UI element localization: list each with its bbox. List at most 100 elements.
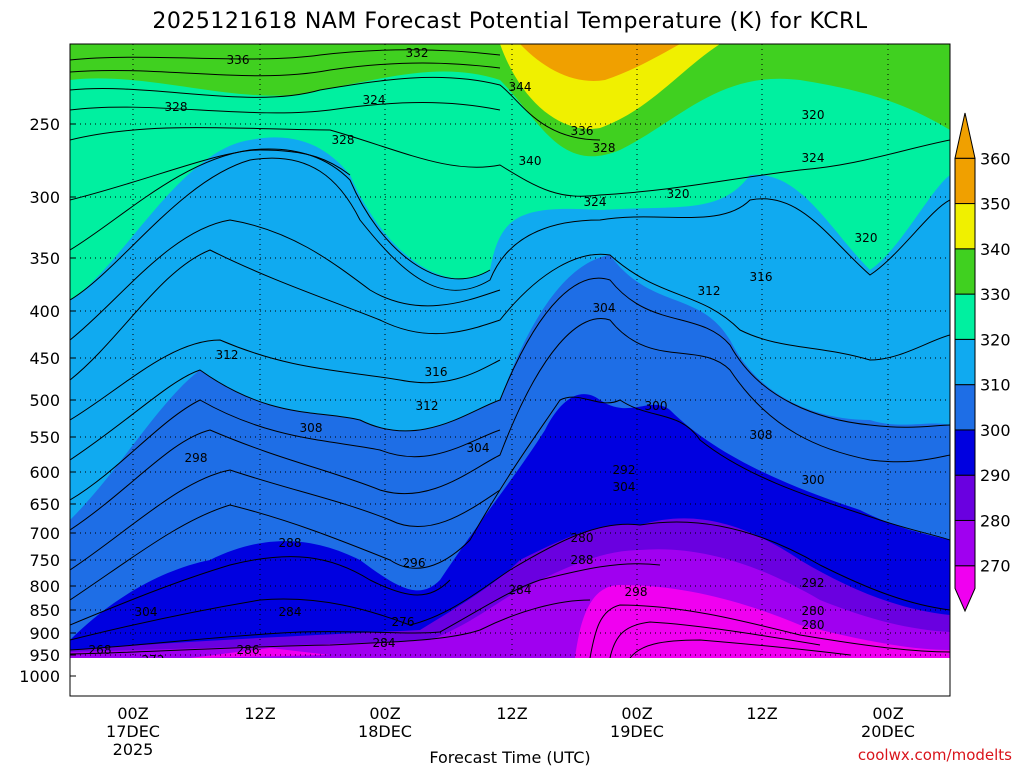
contour-label: 324 [802,151,825,165]
contour-label: 344 [509,80,532,94]
colorbar-segment [954,157,976,205]
contour-label: 272 [142,653,165,667]
colorbar-segment [954,293,976,340]
x-tick-label: 12Z [746,704,777,723]
contour-label: 292 [613,463,636,477]
colorbar-segment [954,474,976,521]
contour-label: 300 [802,473,825,487]
contour-label: 288 [571,553,594,567]
y-tick-label: 650 [29,495,60,514]
contour-label: 324 [363,93,386,107]
y-axis: 250 300 350 400 450 500 550 600 650 700 750 800 850 9… [19,115,76,686]
plot-area: 336 332 344 328 324 320 328 340 336 328 324 324 320 3… [70,44,950,696]
contour-label: 304 [467,441,490,455]
contour-label: 316 [425,365,448,379]
contour-label: 308 [750,428,773,442]
y-tick-label: 550 [29,428,60,447]
x-axis-label: Forecast Time (UTC) [429,748,590,767]
colorbar-label: 320 [980,330,1011,349]
contour-label: 336 [571,124,594,138]
contour-label: 320 [855,231,878,245]
x-tick-label: 00Z [369,704,400,723]
colorbar-label: 330 [980,285,1011,304]
plot-frame [69,43,951,697]
x-tick-label: 12Z [244,704,275,723]
contour-label: 296 [403,556,426,570]
x-tick-label: 18DEC [358,722,412,741]
colorbar-segment [954,338,976,386]
y-tick-label: 850 [29,601,60,620]
colorbar-label: 310 [980,376,1011,395]
contour-label: 280 [802,604,825,618]
y-tick-label: 350 [29,249,60,268]
x-tick-label: 20DEC [861,722,915,741]
y-tick-label: 500 [29,391,60,410]
band-360 [520,44,680,81]
colorbar-label: 360 [980,149,1011,168]
contour-label: 288 [279,536,302,550]
grid [70,44,950,658]
contour-label: 298 [185,451,208,465]
x-tick-label: 17DEC [106,722,160,741]
contour-label: 280 [571,531,594,545]
contour-label: 340 [519,154,542,168]
y-tick-label: 950 [29,646,60,665]
contour-label: 292 [802,576,825,590]
colorbar-top-arrow [954,112,976,159]
contour-label: 308 [300,421,323,435]
colorbar-label: 280 [980,511,1011,530]
credit-text[interactable]: coolwx.com/modelts [858,746,1012,764]
contour-label: 316 [750,270,773,284]
contour-label: 304 [593,301,616,315]
colorbar-label: 290 [980,466,1011,485]
y-tick-label: 1000 [19,667,60,686]
contour-labels: 336 332 344 328 324 320 328 340 336 328 324 324 320 3… [89,46,878,667]
contour-label: 312 [416,399,439,413]
y-tick-label: 450 [29,349,60,368]
contour-label: 328 [332,133,355,147]
colorbar-label: 350 [980,195,1011,214]
band-270 [190,585,950,658]
contour-label: 276 [392,615,415,629]
y-tick-label: 700 [29,524,60,543]
contour-label: 300 [645,399,668,413]
x-tick-label: 2025 [113,740,154,759]
contour-label: 298 [625,585,648,599]
colorbar-segment [954,565,976,613]
y-tick-label: 900 [29,624,60,643]
contour-label: 336 [227,53,250,67]
contour-label: 268 [89,643,112,657]
y-tick-label: 750 [29,551,60,570]
colorbar-segment [954,519,976,567]
contour-label: 328 [165,100,188,114]
x-tick-label: 19DEC [610,722,664,741]
y-tick-label: 250 [29,115,60,134]
chart-title: 2025121618 NAM Forecast Potential Temper… [152,9,867,34]
colorbar-segment [954,248,976,295]
contour-label: 280 [802,618,825,632]
y-tick-label: 400 [29,302,60,321]
y-tick-label: 600 [29,463,60,482]
colorbar-label: 300 [980,421,1011,440]
x-tick-label: 00Z [872,704,903,723]
contour-label: 284 [373,636,396,650]
colorbar-segment [954,429,976,476]
colorbar-label: 340 [980,240,1011,259]
y-tick-label: 800 [29,577,60,596]
contour-label: 286 [237,643,260,657]
contour-label: 312 [216,348,239,362]
contour-label: 324 [584,195,607,209]
colorbar-label: 270 [980,557,1011,576]
contour-label: 304 [613,480,636,494]
x-tick-label: 12Z [496,704,527,723]
y-tick-label: 300 [29,188,60,207]
band-340 [70,44,950,157]
contour-label: 332 [406,46,429,60]
colorbar-segment [954,384,976,431]
x-tick-label: 00Z [117,704,148,723]
contour-label: 320 [667,187,690,201]
ground-surface [70,658,950,696]
x-tick-label: 00Z [621,704,652,723]
